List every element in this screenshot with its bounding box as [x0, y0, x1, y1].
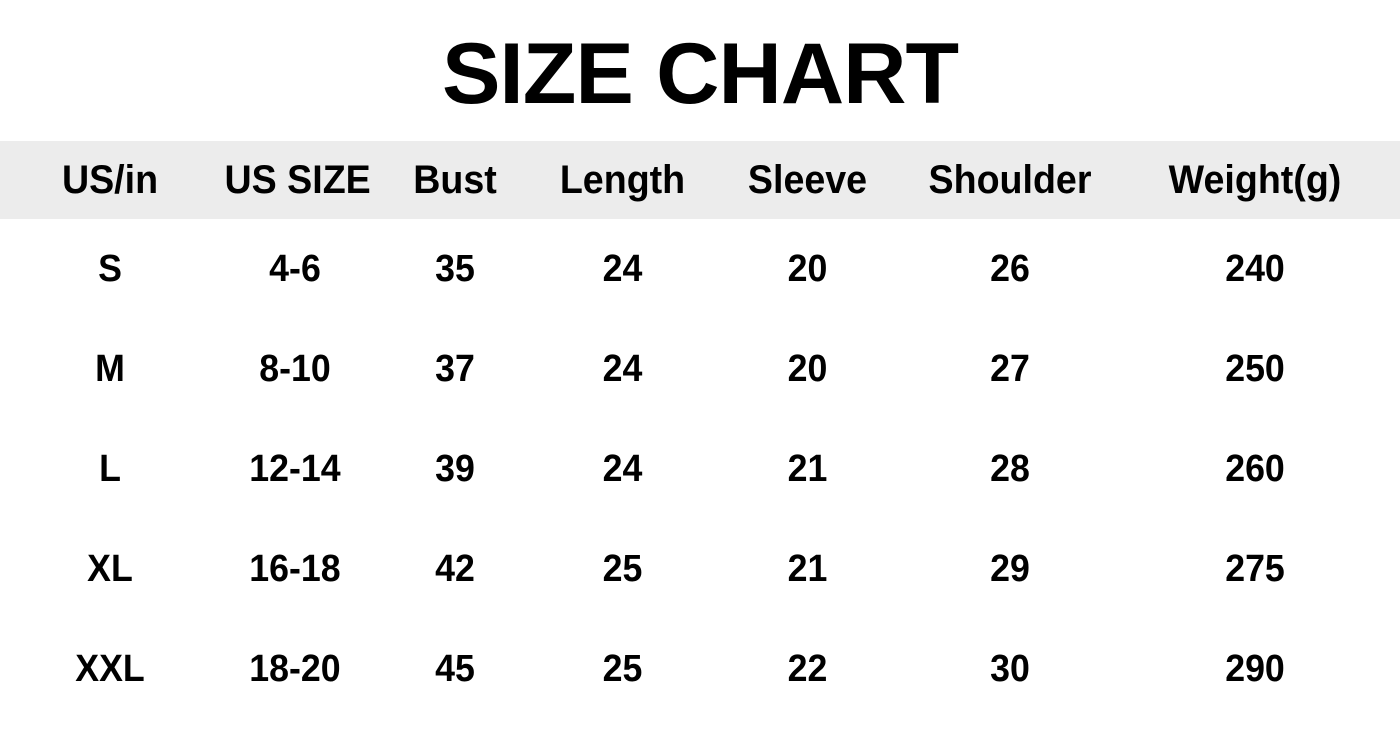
table-row: S 4-6 35 24 20 26 240 [0, 219, 1400, 319]
cell-sleeve: 20 [787, 248, 828, 290]
column-header-bust: Bust [413, 158, 497, 202]
column-header-sleeve: Sleeve [747, 158, 868, 202]
cell-weight: 290 [1225, 648, 1285, 690]
column-header-us-in: US/in [61, 158, 159, 202]
cell-size: L [99, 448, 121, 490]
cell-bust: 37 [435, 348, 475, 390]
cell-bust: 45 [435, 648, 475, 690]
cell-sleeve: 22 [787, 648, 828, 690]
cell-us-size: 8-10 [259, 348, 331, 390]
cell-weight: 275 [1225, 548, 1285, 590]
cell-size: S [98, 248, 122, 290]
column-header-us-size: US SIZE [224, 158, 371, 202]
cell-bust: 35 [435, 248, 475, 290]
cell-us-size: 16-18 [249, 548, 341, 590]
cell-sleeve: 21 [787, 448, 828, 490]
cell-size: XXL [75, 648, 145, 690]
cell-length: 25 [602, 648, 643, 690]
cell-weight: 240 [1225, 248, 1285, 290]
cell-us-size: 4-6 [269, 248, 321, 290]
cell-sleeve: 21 [787, 548, 828, 590]
cell-weight: 260 [1225, 448, 1285, 490]
page-title: SIZE CHART [441, 26, 959, 122]
cell-us-size: 12-14 [249, 448, 341, 490]
page-title-container: SIZE CHART [0, 18, 1400, 130]
cell-length: 24 [602, 248, 643, 290]
cell-shoulder: 28 [990, 448, 1030, 490]
cell-shoulder: 30 [990, 648, 1030, 690]
cell-shoulder: 26 [990, 248, 1030, 290]
cell-shoulder: 29 [990, 548, 1030, 590]
cell-bust: 42 [435, 548, 475, 590]
cell-length: 25 [602, 548, 643, 590]
table-row: L 12-14 39 24 21 28 260 [0, 419, 1400, 519]
table-row: M 8-10 37 24 20 27 250 [0, 319, 1400, 419]
cell-bust: 39 [435, 448, 475, 490]
column-header-shoulder: Shoulder [928, 158, 1092, 202]
cell-length: 24 [602, 348, 643, 390]
cell-weight: 250 [1225, 348, 1285, 390]
table-row: XXL 18-20 45 25 22 30 290 [0, 619, 1400, 719]
cell-sleeve: 20 [787, 348, 828, 390]
cell-length: 24 [602, 448, 643, 490]
cell-us-size: 18-20 [249, 648, 341, 690]
table-header-row: US/in US SIZE Bust Length Sleeve Shoulde… [0, 141, 1400, 219]
table-row: XL 16-18 42 25 21 29 275 [0, 519, 1400, 619]
cell-size: M [95, 348, 125, 390]
column-header-length: Length [559, 158, 686, 202]
cell-shoulder: 27 [990, 348, 1030, 390]
size-chart-table: US/in US SIZE Bust Length Sleeve Shoulde… [0, 141, 1400, 719]
column-header-weight: Weight(g) [1168, 158, 1342, 202]
cell-size: XL [87, 548, 133, 590]
